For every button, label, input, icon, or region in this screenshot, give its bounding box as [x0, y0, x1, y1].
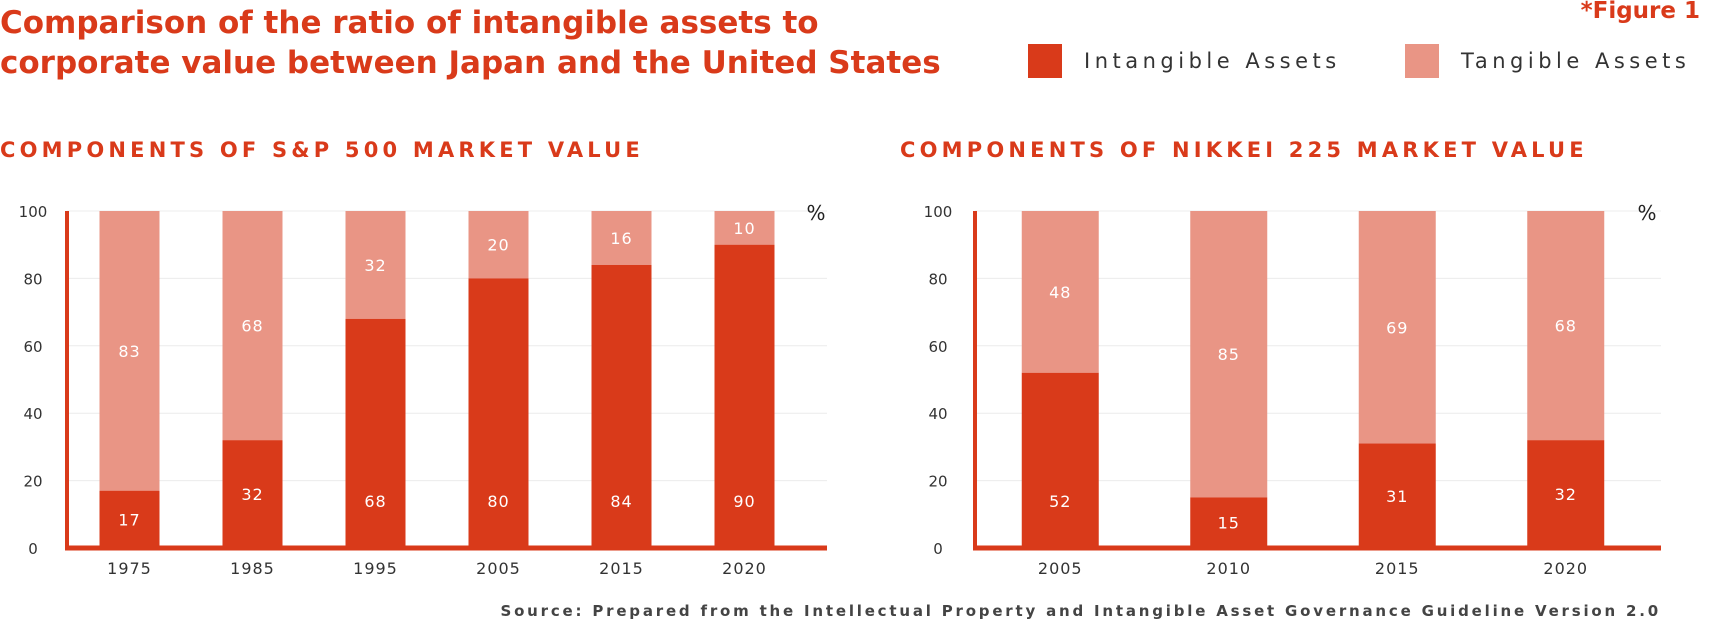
sp500-data-label-tangible: 83 — [118, 342, 140, 361]
sp500-ytick-label: 0 — [28, 540, 38, 558]
sp500-bar-tangible — [222, 211, 283, 441]
nikkei-xtick-label: 2010 — [1206, 559, 1251, 578]
sp500-bar-intangible — [345, 318, 406, 548]
nikkei-ytick-label: 60 — [928, 338, 947, 356]
legend-label-tangible: Tangible Assets — [1461, 49, 1691, 73]
sp500-data-label-tangible: 10 — [733, 219, 755, 238]
sp500-unit-label: % — [806, 201, 825, 225]
nikkei-ytick-label: 100 — [924, 203, 953, 221]
sp500-bar-tangible — [714, 211, 775, 245]
nikkei-ytick-label: 0 — [933, 540, 943, 558]
sp500-ytick-label: 20 — [23, 473, 42, 491]
sp500-bar-intangible — [222, 440, 283, 548]
nikkei-ytick-label: 20 — [928, 473, 947, 491]
sp500-data-label-tangible: 20 — [487, 236, 509, 255]
sp500-ytick-label: 40 — [23, 405, 42, 423]
title-line-1: Comparison of the ratio of intangible as… — [0, 5, 819, 41]
legend-item-tangible: Tangible Assets — [1405, 43, 1690, 79]
figure-label: *Figure 1 — [1580, 0, 1700, 24]
nikkei-data-label-tangible: 85 — [1218, 345, 1240, 364]
sp500-data-label-intangible: 80 — [487, 492, 509, 511]
nikkei-ytick-label: 80 — [928, 270, 947, 288]
sp500-ytick-label: 100 — [19, 203, 48, 221]
nikkei-bar-intangible — [1527, 440, 1605, 548]
nikkei-data-label-intangible: 15 — [1218, 514, 1240, 533]
nikkei-bar-intangible — [1358, 443, 1436, 548]
sp500-xtick-label: 1975 — [107, 559, 152, 578]
nikkei-bar-intangible — [1190, 497, 1268, 548]
sp500-bar-intangible — [468, 278, 529, 548]
sp500-data-label-intangible: 90 — [733, 492, 755, 511]
legend-swatch-intangible — [1028, 44, 1062, 78]
nikkei-unit-label: % — [1637, 201, 1656, 225]
sp500-ytick-label: 60 — [23, 338, 42, 356]
page-title: Comparison of the ratio of intangible as… — [0, 3, 941, 83]
sp500-bar-tangible — [99, 211, 160, 491]
nikkei-bar-tangible — [1021, 211, 1099, 373]
sp500-bar-tangible — [345, 211, 406, 319]
sp500-bar-tangible — [591, 211, 652, 265]
sp500-bar-intangible — [591, 264, 652, 548]
sp500-bar-intangible — [714, 244, 775, 548]
chart-title-nikkei: COMPONENTS OF NIKKEI 225 MARKET VALUE — [900, 138, 1588, 162]
title-line-2: corporate value between Japan and the Un… — [0, 45, 941, 81]
sp500-xtick-label: 1995 — [353, 559, 398, 578]
sp500-data-label-intangible: 32 — [241, 485, 263, 504]
sp500-data-label-intangible: 68 — [364, 492, 386, 511]
nikkei-xtick-label: 2020 — [1543, 559, 1588, 578]
source-note: Source: Prepared from the Intellectual P… — [500, 602, 1661, 620]
sp500-data-label-tangible: 16 — [610, 229, 632, 248]
nikkei-data-label-tangible: 69 — [1386, 318, 1408, 337]
legend-swatch-tangible — [1405, 44, 1439, 78]
nikkei-chart: 0 20 40 60 80 100 52 48 2005 15 85 2010 31 69 2015 32 68… — [924, 201, 1661, 578]
nikkei-data-label-tangible: 48 — [1049, 283, 1071, 302]
nikkei-bar-intangible — [1021, 372, 1099, 548]
chart-title-sp500: COMPONENTS OF S&P 500 MARKET VALUE — [0, 138, 644, 162]
legend-item-intangible: Intangible Assets — [1028, 43, 1341, 79]
nikkei-xtick-label: 2015 — [1375, 559, 1420, 578]
nikkei-data-label-intangible: 31 — [1386, 487, 1408, 506]
nikkei-xtick-label: 2005 — [1038, 559, 1083, 578]
sp500-data-label-intangible: 17 — [118, 510, 140, 529]
sp500-xtick-label: 1985 — [230, 559, 275, 578]
sp500-bar-tangible — [468, 211, 529, 279]
nikkei-data-label-intangible: 32 — [1555, 485, 1577, 504]
sp500-xtick-label: 2015 — [599, 559, 644, 578]
nikkei-bar-tangible — [1358, 211, 1436, 444]
sp500-ytick-label: 80 — [23, 270, 42, 288]
nikkei-bar-tangible — [1190, 211, 1268, 498]
sp500-chart: 0 20 40 60 80 100 17 83 1975 32 68 1985 68 32 1995 80 20… — [19, 201, 827, 578]
nikkei-data-label-tangible: 68 — [1555, 317, 1577, 336]
nikkei-bar-tangible — [1527, 211, 1605, 441]
nikkei-ytick-label: 40 — [928, 405, 947, 423]
sp500-xtick-label: 2020 — [722, 559, 767, 578]
sp500-bar-intangible — [99, 490, 160, 548]
sp500-data-label-intangible: 84 — [610, 492, 632, 511]
sp500-xtick-label: 2005 — [476, 559, 521, 578]
sp500-data-label-tangible: 32 — [364, 256, 386, 275]
legend-label-intangible: Intangible Assets — [1084, 49, 1341, 73]
nikkei-data-label-intangible: 52 — [1049, 492, 1071, 511]
sp500-data-label-tangible: 68 — [241, 317, 263, 336]
